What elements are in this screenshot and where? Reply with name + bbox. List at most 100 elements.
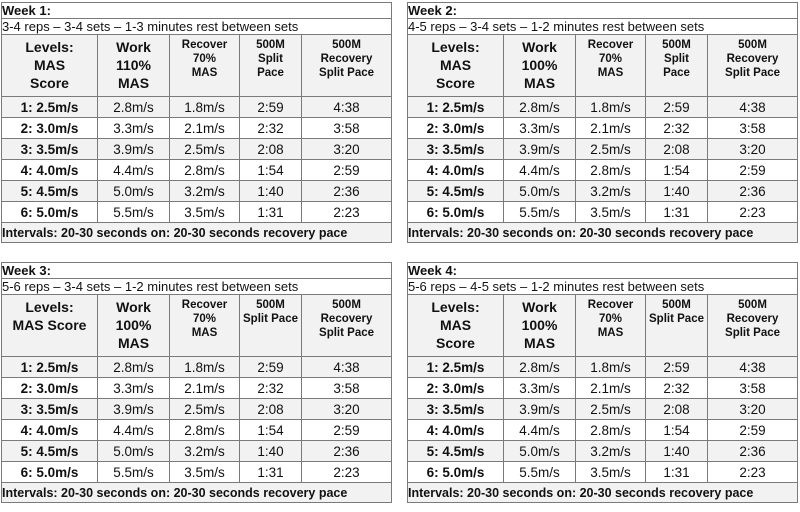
header-line: Split Pace (319, 67, 375, 79)
work-pace-cell: 3.3m/s (97, 117, 170, 139)
work-pace-cell: 3.3m/s (97, 377, 170, 399)
recover-pace-cell: 3.2m/s (169, 180, 240, 202)
col-header-levels: Levels: MAS Score (407, 34, 504, 97)
recovery-split-pace-cell: 3:58 (300, 377, 393, 399)
mas-level-cell: 4: 4.0m/s (1, 419, 98, 441)
header-line: 500M (256, 299, 285, 311)
mas-level-cell: 1: 2.5m/s (1, 356, 98, 378)
recover-pace-cell: 3.2m/s (575, 180, 646, 202)
header-line: MAS (597, 327, 624, 339)
week-title: Week 1: (0, 2, 393, 19)
col-header-levels: Levels: MAS Score (1, 294, 98, 357)
mas-level-cell: 2: 3.0m/s (1, 377, 98, 399)
work-pace-cell: 5.5m/s (97, 201, 170, 223)
header-line: Split Pace (243, 313, 298, 325)
col-header-levels: Levels: MAS Score (407, 294, 504, 357)
col-header-recover: Recover 70% MAS (575, 34, 646, 97)
header-line: 500M (662, 299, 691, 311)
mas-level-cell: 1: 2.5m/s (407, 356, 504, 378)
week-3-panel: Week 3: 5-6 reps – 3-4 sets – 1-2 minute… (0, 262, 393, 503)
table-row: 4: 4.0m/s 4.4m/s 2.8m/s 1:54 2:59 (1, 159, 393, 181)
split-pace-cell: 1:54 (645, 159, 708, 181)
header-line: Levels: (25, 299, 74, 315)
header-line: 100% (521, 57, 558, 73)
col-header-split-pace: 500M Split Pace (239, 34, 302, 97)
split-pace-cell: 2:08 (645, 138, 708, 160)
split-pace-cell: 1:40 (645, 180, 708, 202)
recover-pace-cell: 3.5m/s (169, 461, 240, 483)
table-row: 4: 4.0m/s 4.4m/s 2.8m/s 1:54 2:59 (407, 419, 799, 441)
work-pace-cell: 3.9m/s (503, 398, 576, 420)
mas-level-cell: 6: 5.0m/s (407, 201, 504, 223)
header-line: MAS (523, 335, 556, 351)
header-line: 500M (738, 39, 767, 51)
header-line: Split Pace (725, 67, 781, 79)
recovery-split-pace-cell: 2:36 (706, 180, 799, 202)
header-line: Score (436, 335, 475, 351)
mas-level-cell: 2: 3.0m/s (407, 377, 504, 399)
split-pace-cell: 2:32 (645, 117, 708, 139)
split-pace-cell: 2:59 (239, 356, 302, 378)
header-line: Split (258, 53, 283, 65)
split-pace-cell: 1:40 (645, 440, 708, 462)
recover-pace-cell: 2.8m/s (169, 419, 240, 441)
recover-pace-cell: 2.5m/s (575, 398, 646, 420)
mas-level-cell: 4: 4.0m/s (1, 159, 98, 181)
col-header-recover: Recover 70% MAS (169, 34, 240, 97)
header-line: Levels: (431, 299, 480, 315)
mas-level-cell: 1: 2.5m/s (1, 96, 98, 118)
work-pace-cell: 2.8m/s (503, 96, 576, 118)
recovery-split-pace-cell: 2:59 (706, 419, 799, 441)
split-pace-cell: 1:31 (645, 201, 708, 223)
split-pace-cell: 2:59 (645, 356, 708, 378)
split-pace-cell: 2:59 (239, 96, 302, 118)
table-row: 6: 5.0m/s 5.5m/s 3.5m/s 1:31 2:23 (1, 201, 393, 223)
header-line: MAS (191, 67, 218, 79)
col-header-recovery-split-pace: 500M Recovery Split Pace (300, 294, 393, 357)
mas-level-cell: 2: 3.0m/s (1, 117, 98, 139)
header-line: Score (436, 75, 475, 91)
recover-pace-cell: 1.8m/s (575, 356, 646, 378)
header-line: 500M (332, 39, 361, 51)
header-line: 500M (332, 299, 361, 311)
week-2-table: Week 2: 4-5 reps – 3-4 sets – 1-2 minute… (406, 2, 799, 243)
recovery-split-pace-cell: 3:58 (300, 117, 393, 139)
recovery-split-pace-cell: 3:20 (706, 398, 799, 420)
col-header-split-pace: 500M Split Pace (645, 34, 708, 97)
recovery-split-pace-cell: 4:38 (706, 96, 799, 118)
table-row: 1: 2.5m/s 2.8m/s 1.8m/s 2:59 4:38 (1, 356, 393, 378)
table-row: 6: 5.0m/s 5.5m/s 3.5m/s 1:31 2:23 (407, 201, 799, 223)
header-line: Work (522, 39, 557, 55)
recover-pace-cell: 2.8m/s (169, 159, 240, 181)
col-header-work: Work 100% MAS (503, 294, 576, 357)
recovery-split-pace-cell: 3:20 (300, 398, 393, 420)
header-line: Split (664, 53, 689, 65)
recovery-split-pace-cell: 2:59 (706, 159, 799, 181)
work-pace-cell: 5.0m/s (503, 440, 576, 462)
header-line: Work (116, 299, 151, 315)
header-line: MAS (117, 335, 150, 351)
work-pace-cell: 5.5m/s (97, 461, 170, 483)
table-row: 3: 3.5m/s 3.9m/s 2.5m/s 2:08 3:20 (1, 138, 393, 160)
recover-pace-cell: 3.5m/s (169, 201, 240, 223)
header-line: MAS (33, 57, 66, 73)
work-pace-cell: 3.9m/s (97, 398, 170, 420)
mas-level-cell: 3: 3.5m/s (1, 138, 98, 160)
work-pace-cell: 2.8m/s (97, 96, 170, 118)
split-pace-cell: 2:32 (239, 377, 302, 399)
header-line: Recovery (726, 313, 779, 325)
table-row: 6: 5.0m/s 5.5m/s 3.5m/s 1:31 2:23 (407, 461, 799, 483)
mas-level-cell: 3: 3.5m/s (407, 138, 504, 160)
table-row: 5: 4.5m/s 5.0m/s 3.2m/s 1:40 2:36 (1, 180, 393, 202)
recovery-split-pace-cell: 2:59 (300, 419, 393, 441)
recovery-split-pace-cell: 2:23 (706, 461, 799, 483)
header-line: Work (116, 39, 151, 55)
week-4-table: Week 4: 5-6 reps – 4-5 sets – 1-2 minute… (406, 262, 799, 503)
split-pace-cell: 2:08 (239, 398, 302, 420)
work-pace-cell: 3.9m/s (97, 138, 170, 160)
col-header-work: Work 110% MAS (97, 34, 170, 97)
header-line: Recovery (320, 53, 373, 65)
table-row: 1: 2.5m/s 2.8m/s 1.8m/s 2:59 4:38 (407, 96, 799, 118)
header-line: MAS (523, 75, 556, 91)
table-row: 5: 4.5m/s 5.0m/s 3.2m/s 1:40 2:36 (1, 440, 393, 462)
